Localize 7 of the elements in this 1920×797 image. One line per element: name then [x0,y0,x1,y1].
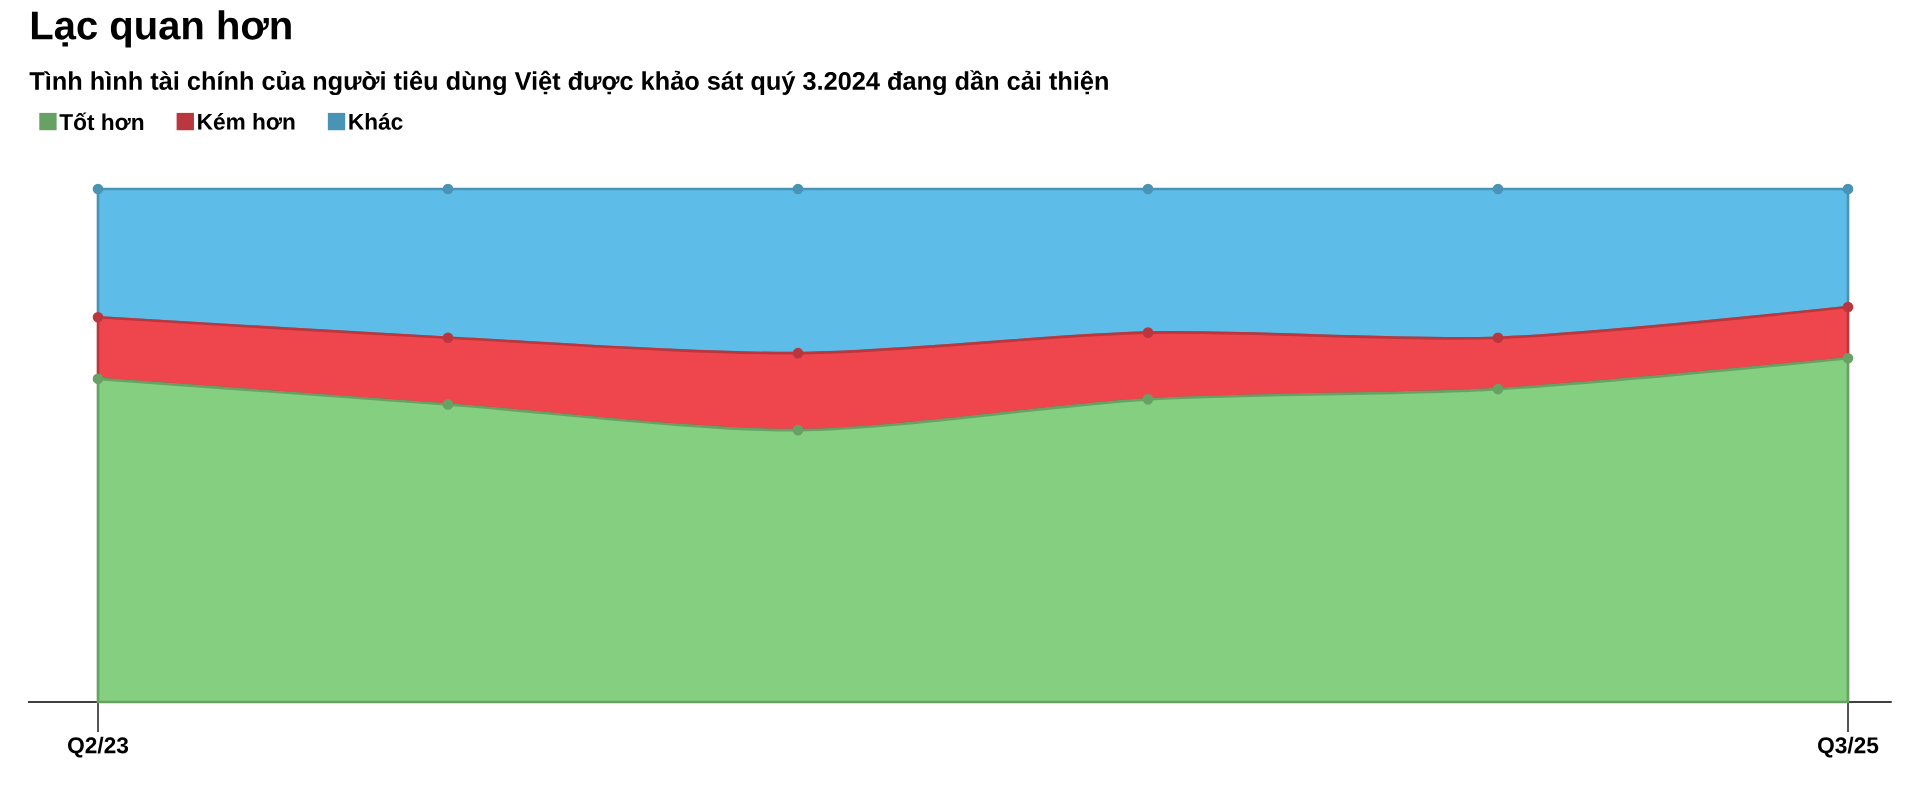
chart-subtitle: Tình hình tài chính của người tiêu dùng Việt được khảo sát quý 3.2024 đang dần cải thiện [29,70,1108,96]
legend-label: Tốt hơn [59,112,144,131]
x-tick-label: Q2/23 [68,736,129,758]
legend-label: Khác [349,112,403,130]
x-tick-label: Q3/25 [1818,736,1879,758]
chart-title: Lạc quan hơn [31,10,291,48]
legend-label: Kém hơn [198,112,295,130]
